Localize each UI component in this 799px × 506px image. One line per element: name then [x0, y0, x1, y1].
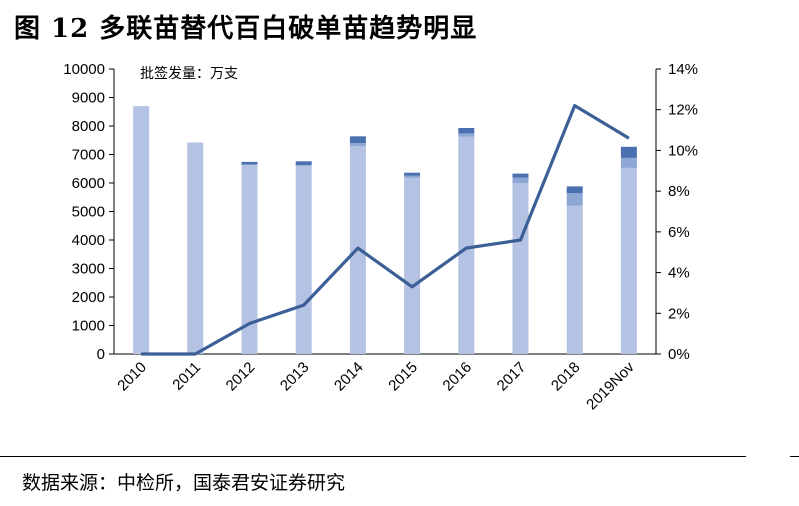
- left-tick-label: 10000: [63, 61, 105, 78]
- x-tick-label: 2017: [494, 359, 530, 395]
- left-tick-label: 8000: [72, 118, 105, 135]
- bar-2015-s3: [404, 172, 421, 176]
- left-tick-label: 4000: [72, 232, 105, 249]
- left-ticks: 0 1000 2000 3000 4000 5000 6000 7000 8000 9000 100…: [63, 61, 114, 363]
- right-tick-label: 14%: [668, 61, 698, 78]
- bar-2015-s1: [404, 177, 421, 354]
- bar-2013-s1: [295, 165, 312, 354]
- bar-2018-s3: [566, 186, 583, 193]
- x-labels: 2010 2011 2012 2013 2014 2015 2016 2017 2018 2019…: [114, 358, 638, 413]
- x-tick-label: 2015: [385, 359, 421, 395]
- x-tick-label: 2019Nov: [583, 358, 638, 413]
- bar-2014-s3: [349, 136, 366, 144]
- right-tick-label: 0%: [668, 346, 690, 363]
- left-tick-label: 5000: [72, 204, 105, 221]
- left-tick-label: 9000: [72, 90, 105, 107]
- left-tick-label: 2000: [72, 289, 105, 306]
- bar-2018-s2: [566, 193, 583, 206]
- source-divider-right: [790, 456, 799, 457]
- left-tick-label: 3000: [72, 261, 105, 278]
- chart-svg: 0 1000 2000 3000 4000 5000 6000 7000 8000 9000 100…: [63, 61, 698, 413]
- bar-2017-s2: [512, 177, 529, 183]
- bar-2012-s3: [241, 161, 258, 165]
- x-tick-label: 2012: [223, 359, 259, 395]
- bar-2019Nov-s1: [620, 167, 637, 354]
- bar-2016-s1: [458, 136, 475, 354]
- bar-2014-s2: [349, 143, 366, 146]
- line-series-path: [141, 103, 630, 356]
- unit-label: 批签发量：万支: [140, 65, 238, 82]
- bar-2013-s3: [295, 161, 312, 166]
- figure-title: 图 12 多联苗替代百白破单苗趋势明显: [14, 14, 478, 44]
- bar-2017-s3: [512, 173, 529, 178]
- x-tick-label: 2011: [169, 359, 204, 394]
- right-tick-label: 2%: [668, 305, 690, 322]
- bars: [133, 106, 637, 354]
- right-tick-label: 6%: [668, 224, 690, 241]
- source-note: 数据来源：中检所，国泰君安证券研究: [22, 472, 346, 494]
- bar-2018-s1: [566, 205, 583, 354]
- bar-2019Nov-s3: [620, 146, 637, 158]
- x-tick-label: 2013: [277, 359, 313, 395]
- line-series: [141, 103, 630, 356]
- x-tick-label: 2014: [331, 359, 367, 395]
- x-tick-label: 2018: [548, 359, 584, 395]
- left-tick-label: 6000: [72, 175, 105, 192]
- bar-2016-s3: [458, 128, 475, 134]
- left-tick-label: 7000: [72, 147, 105, 164]
- bar-2016-s2: [458, 133, 475, 137]
- bar-2010-s1: [133, 106, 150, 354]
- left-tick-label: 0: [97, 346, 105, 363]
- right-ticks: 0% 2% 4% 6% 8% 10% 12% 14%: [656, 61, 698, 363]
- right-tick-label: 8%: [668, 183, 690, 200]
- left-tick-label: 1000: [72, 318, 105, 335]
- bar-2012-s1: [241, 164, 258, 354]
- right-tick-label: 4%: [668, 265, 690, 282]
- right-tick-label: 10%: [668, 142, 698, 159]
- bar-2011-s1: [187, 142, 204, 354]
- right-tick-label: 12%: [668, 102, 698, 119]
- x-tick-label: 2016: [440, 359, 476, 395]
- bar-2015-s2: [404, 175, 421, 178]
- bar-2019Nov-s2: [620, 157, 637, 168]
- x-tick-label: 2010: [114, 359, 150, 395]
- bar-2017-s1: [512, 183, 529, 354]
- source-divider: [0, 456, 746, 457]
